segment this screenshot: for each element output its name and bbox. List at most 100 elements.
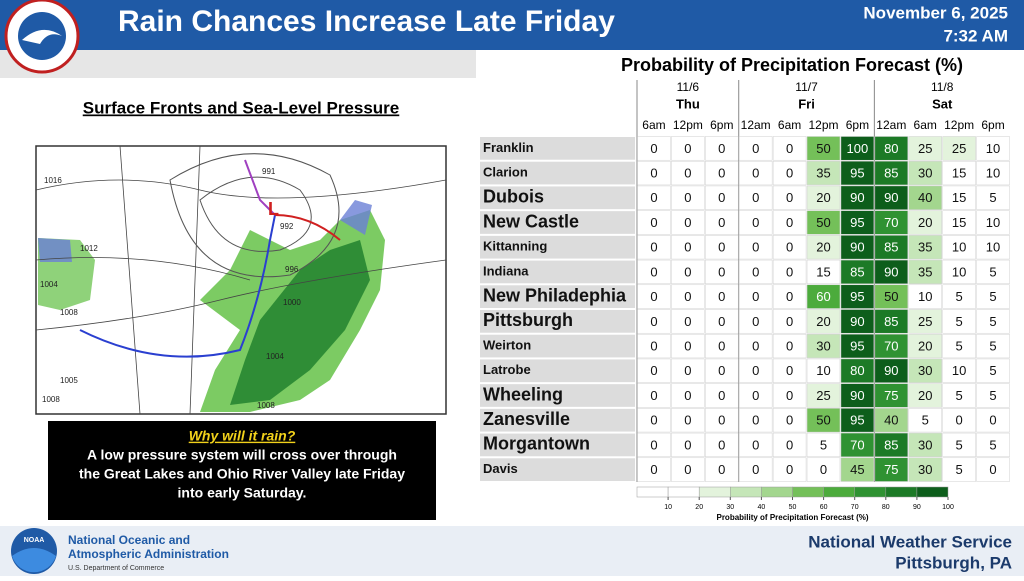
pop-cell: [738, 235, 773, 260]
pop-value: 0: [786, 314, 793, 329]
pop-cell: [806, 160, 841, 186]
noaa-logo-wave: [12, 548, 56, 573]
pop-cell: [705, 309, 739, 334]
pop-value: 0: [650, 462, 657, 477]
pop-cell: [772, 160, 807, 186]
pop-cell: [976, 136, 1010, 161]
surface-map: L: [35, 145, 447, 415]
colorbar-tick-label: 60: [820, 504, 828, 511]
time-label: 6am: [778, 118, 801, 132]
pop-cell: [671, 185, 705, 210]
pop-value: 0: [752, 240, 759, 255]
pop-value: 0: [650, 339, 657, 354]
pop-value: 0: [718, 215, 725, 230]
pop-value: 0: [752, 462, 759, 477]
pop-cell: [738, 383, 773, 408]
row-name: Wheeling: [483, 384, 563, 404]
pop-cell: [976, 333, 1010, 359]
pop-cell: [874, 235, 909, 260]
time-label: 12pm: [944, 118, 974, 132]
pop-value: 0: [718, 388, 725, 403]
pop-cell: [908, 235, 942, 260]
pop-cell: [671, 309, 705, 334]
pop-cell: [806, 185, 841, 210]
pop-cell: [942, 309, 976, 334]
time: 7:32 AM: [943, 26, 1008, 45]
pop-cell: [738, 457, 773, 482]
pressure-label: 991: [262, 167, 276, 176]
header-bar: [0, 0, 1024, 50]
pop-cell: [976, 160, 1010, 186]
pop-value: 90: [884, 363, 898, 378]
pop-cell: [738, 408, 773, 433]
pop-cell: [908, 408, 942, 433]
pop-cell: [806, 284, 841, 309]
pop-cell: [772, 333, 807, 359]
pop-cell: [738, 160, 773, 186]
pressure-label: 1016: [44, 176, 62, 185]
cold-front: [79, 214, 276, 358]
pop-value: 70: [850, 437, 864, 452]
pop-cell: [874, 358, 909, 383]
pop-value: 0: [752, 264, 759, 279]
explanation-heading: Why will it rain?: [189, 428, 296, 444]
pop-cell: [942, 210, 976, 235]
pop-value: 0: [752, 413, 759, 428]
pop-cell: [705, 185, 739, 210]
pop-value: 0: [752, 190, 759, 205]
pop-value: 0: [650, 388, 657, 403]
pop-value: 20: [816, 240, 830, 255]
pop-value: 5: [989, 339, 996, 354]
pop-cell: [738, 358, 773, 383]
colorbar-swatch: [854, 486, 887, 498]
pop-cell: [772, 136, 807, 161]
pop-cell: [908, 309, 942, 334]
pop-value: 75: [884, 388, 898, 403]
colorbar-tick-label: 40: [758, 504, 766, 511]
pop-value: 0: [650, 413, 657, 428]
pop-cell: [942, 136, 976, 161]
pop-value: 0: [650, 264, 657, 279]
pressure-label: 1008: [257, 401, 275, 410]
pop-value: 0: [786, 462, 793, 477]
pop-cell: [908, 160, 942, 186]
pop-value: 0: [752, 166, 759, 181]
pop-cell: [637, 309, 671, 334]
pop-value: 0: [718, 240, 725, 255]
pop-cell: [772, 284, 807, 309]
day-date: 11/7: [795, 80, 818, 94]
row-name-cell: [480, 137, 635, 160]
noaa-logo-text: NOAA: [24, 537, 45, 544]
pop-value: 0: [718, 437, 725, 452]
pop-value: 25: [952, 141, 966, 156]
colorbar-swatch: [698, 486, 731, 498]
pop-cell: [637, 284, 671, 309]
warm-front: [274, 214, 341, 241]
snow-area: [340, 200, 372, 235]
pop-value: 0: [684, 314, 691, 329]
pop-cell: [942, 185, 976, 210]
row-name: Davis: [483, 461, 518, 476]
pressure-label: 1012: [80, 244, 98, 253]
pop-value: 0: [684, 363, 691, 378]
pop-cell: [637, 185, 671, 210]
pop-cell: [874, 383, 909, 408]
pop-value: 50: [816, 413, 830, 428]
pop-cell: [772, 259, 807, 285]
pop-value: 0: [752, 289, 759, 304]
pop-value: 90: [850, 314, 864, 329]
pop-cell: [806, 383, 841, 408]
pop-value: 0: [650, 141, 657, 156]
pop-value: 90: [884, 190, 898, 205]
pop-value: 95: [850, 413, 864, 428]
pop-value: 0: [684, 240, 691, 255]
pop-value: 0: [956, 413, 963, 428]
pop-cell: [874, 160, 909, 186]
pop-value: 0: [752, 363, 759, 378]
pop-cell: [772, 408, 807, 433]
pop-value: 25: [918, 141, 932, 156]
pop-value: 0: [786, 413, 793, 428]
header-shadow: [0, 50, 476, 78]
pop-cell: [705, 432, 739, 458]
